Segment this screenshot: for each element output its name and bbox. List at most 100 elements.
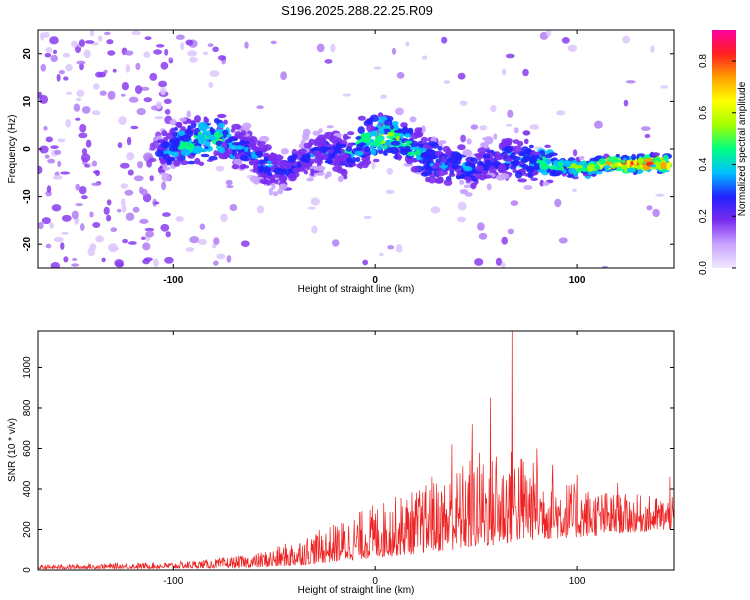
heatmap-cell (326, 125, 334, 129)
heatmap-cell (171, 151, 179, 158)
heatmap-cell (462, 149, 473, 157)
heatmap-cell (464, 161, 472, 167)
heatmap-speckle (63, 256, 69, 263)
heatmap-cell (297, 161, 302, 168)
heatmap-cell (273, 167, 283, 175)
heatmap-cell (180, 134, 191, 142)
heatmap-speckle (646, 205, 653, 211)
heatmap-cell (366, 124, 375, 132)
heatmap-speckle (391, 47, 397, 55)
heatmap-cell (383, 128, 391, 133)
heatmap-cell (314, 137, 324, 145)
heatmap-cell (446, 157, 455, 163)
heatmap-speckle (500, 261, 506, 268)
heatmap-cell (205, 130, 211, 138)
heatmap-speckle (73, 103, 81, 112)
heatmap-speckle (539, 31, 549, 40)
heatmap-speckle (572, 149, 578, 157)
heatmap-cell (187, 125, 192, 131)
heatmap-cell (272, 191, 279, 197)
heatmap-speckle (176, 34, 185, 40)
heatmap-speckle (79, 123, 87, 133)
heatmap-speckle (107, 90, 116, 100)
heatmap-cell (517, 178, 527, 183)
heatmap-cell (509, 164, 517, 170)
heatmap-cell (197, 121, 208, 130)
heatmap-speckle (75, 97, 82, 102)
heatmap-cell (217, 122, 225, 129)
heatmap-speckle (601, 265, 609, 268)
heatmap-speckle (506, 53, 515, 59)
heatmap-speckle (561, 37, 570, 44)
heatmap-speckle (44, 154, 50, 159)
heatmap-cell (522, 130, 531, 136)
heatmap-speckle (558, 237, 568, 244)
heatmap-cell (420, 136, 428, 143)
heatmap-speckle (137, 161, 144, 169)
heatmap-speckle (52, 49, 58, 55)
heatmap-speckle (130, 125, 139, 130)
heatmap-speckle (363, 215, 372, 220)
heatmap-speckle (162, 212, 171, 217)
heatmap-cell (350, 163, 357, 167)
heatmap-speckle (107, 50, 116, 56)
heatmap-speckle (572, 188, 577, 192)
heatmap-cell (409, 116, 417, 123)
heatmap-speckle (505, 123, 513, 127)
heatmap-cell (406, 158, 413, 165)
heatmap-speckle (103, 206, 110, 215)
heatmap-cell (287, 172, 296, 180)
heatmap-cell (262, 152, 270, 158)
heatmap-speckle (457, 216, 466, 223)
heatmap-cell (404, 140, 413, 144)
heatmap-speckle (212, 243, 217, 249)
heatmap-cell (395, 107, 404, 116)
heatmap-cell (194, 115, 201, 123)
heatmap-speckle (387, 245, 395, 250)
heatmap-speckle (60, 242, 65, 250)
heatmap-speckle (330, 43, 336, 53)
heatmap-cell (155, 149, 164, 157)
heatmap-speckle (490, 104, 497, 113)
heatmap-speckle (522, 68, 529, 77)
heatmap-cell (278, 174, 286, 182)
heatmap-cell (513, 159, 520, 167)
heatmap-cell (568, 167, 577, 174)
heatmap-speckle (126, 152, 135, 161)
heatmap-cell (186, 110, 191, 118)
snr-xlabel: Height of straight line (km) (298, 585, 415, 596)
heatmap-cell (463, 166, 473, 172)
heatmap-speckle (131, 30, 142, 36)
heatmap-cell (548, 165, 558, 170)
heatmap-speckle (622, 35, 631, 44)
heatmap-speckle (623, 99, 629, 107)
heatmap-speckle (554, 198, 562, 208)
heatmap-cell (544, 144, 551, 148)
heatmap-cell (500, 141, 506, 149)
heatmap-speckle (106, 39, 114, 45)
heatmap-speckle (373, 66, 382, 70)
heatmap-speckle (189, 236, 200, 244)
heatmap-speckle (270, 40, 277, 45)
heatmap-speckle (65, 119, 71, 128)
heatmap-cell (651, 152, 660, 157)
heatmap-speckle (50, 145, 59, 150)
heatmap-speckle (125, 212, 135, 221)
heatmap-cell (463, 184, 470, 189)
heatmap-cell (213, 150, 218, 157)
heatmap-cell (221, 141, 228, 150)
heatmap-cell (316, 158, 323, 165)
heatmap-cell (575, 164, 583, 169)
heatmap-cell (269, 177, 276, 184)
heatmap-cell (345, 146, 353, 152)
heatmap-cell (393, 129, 403, 134)
heatmap-cell (231, 123, 242, 130)
heatmap-cell (378, 116, 388, 121)
heatmap-speckle (58, 70, 65, 75)
heatmap-cell (401, 126, 410, 135)
heatmap-speckle (95, 71, 103, 78)
heatmap-cell (308, 141, 313, 147)
heatmap-speckle (143, 51, 151, 58)
heatmap-speckle (507, 109, 514, 118)
heatmap-speckle (395, 244, 403, 253)
